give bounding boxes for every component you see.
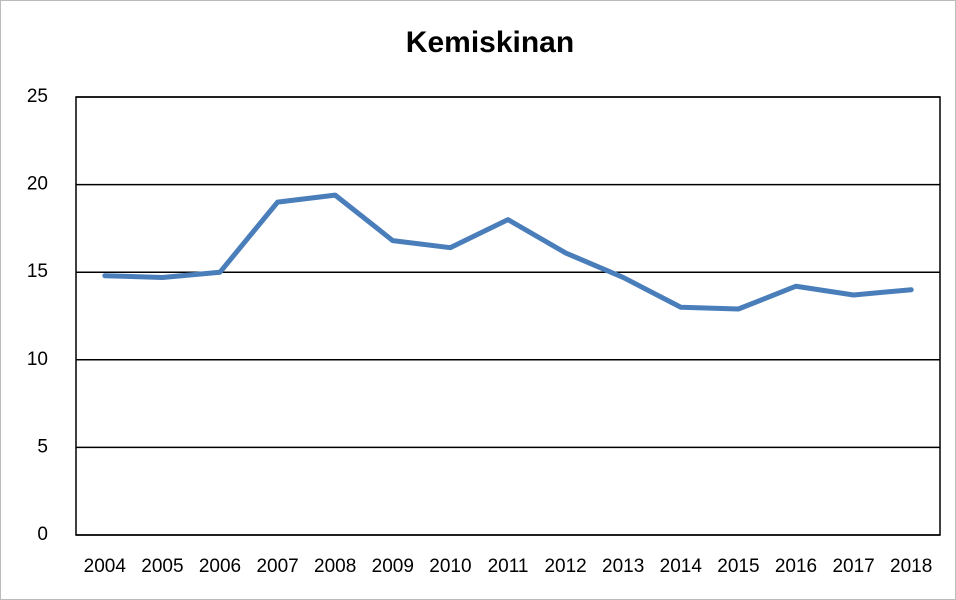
x-tick-label: 2017 xyxy=(832,556,874,577)
line-series xyxy=(102,192,914,312)
x-tick-label: 2009 xyxy=(372,556,414,577)
x-tick-label: 2018 xyxy=(890,556,932,577)
x-tick-label: 2004 xyxy=(84,556,127,577)
x-tick-label: 2008 xyxy=(314,556,356,577)
x-tick-label: 2014 xyxy=(660,556,703,577)
y-tick-label: 25 xyxy=(27,86,48,107)
chart-title: Kemiskinan xyxy=(406,26,574,59)
y-tick-label: 10 xyxy=(27,349,48,370)
x-tick-label: 2010 xyxy=(429,556,471,577)
y-tick-label: 5 xyxy=(37,436,48,457)
x-tick-label: 2006 xyxy=(199,556,241,577)
x-tick-label: 2007 xyxy=(256,556,298,577)
y-tick-label: 20 xyxy=(27,174,48,195)
x-tick-label: 2005 xyxy=(141,556,183,577)
x-tick-label: 2016 xyxy=(775,556,817,577)
x-tick-label: 2013 xyxy=(602,556,644,577)
x-tick-label: 2011 xyxy=(488,556,529,577)
y-tick-label: 15 xyxy=(27,261,48,282)
x-tick-label: 2015 xyxy=(717,556,759,577)
x-tick-label: 2012 xyxy=(544,556,586,577)
y-tick-label: 0 xyxy=(37,524,48,545)
